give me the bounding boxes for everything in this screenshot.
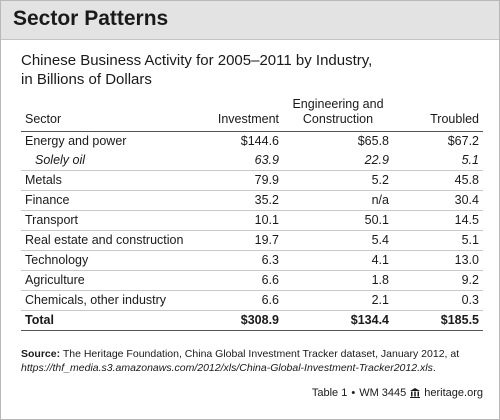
total-investment: $308.9 xyxy=(240,313,279,327)
cell-troubled: 0.3 xyxy=(461,293,479,307)
cell-engineering: 5.2 xyxy=(371,173,389,187)
cell-troubled: 14.5 xyxy=(454,213,479,227)
source-url: https://thf_media.s3.amazonaws.com/2012/… xyxy=(21,362,433,374)
heritage-logo-icon xyxy=(410,388,421,398)
site-link[interactable]: heritage.org xyxy=(424,387,483,399)
total-engineering: $134.4 xyxy=(350,313,389,327)
cell-sector: Energy and power xyxy=(25,134,127,148)
cell-troubled: $67.2 xyxy=(447,134,479,148)
cell-engineering: 1.8 xyxy=(371,273,389,287)
page-title: Sector Patterns xyxy=(13,7,169,30)
column-header-engineering-line-1: Engineering and xyxy=(292,97,384,111)
cell-engineering: 5.4 xyxy=(371,233,389,247)
source-text: The Heritage Foundation, China Global In… xyxy=(60,348,460,360)
table-row: Solely oil 63.9 22.9 5.1 xyxy=(21,151,483,171)
cell-investment: 19.7 xyxy=(254,233,279,247)
table-row: Finance 35.2 n/a 30.4 xyxy=(21,191,483,211)
title-bar: Sector Patterns xyxy=(1,1,499,40)
cell-troubled: 9.2 xyxy=(461,273,479,287)
source-label: Source: xyxy=(21,348,61,360)
cell-troubled: 30.4 xyxy=(454,193,479,207)
header-row: Sector Investment Engineering and Constr… xyxy=(21,97,483,132)
table-row: Transport 10.1 50.1 14.5 xyxy=(21,211,483,231)
cell-engineering: 4.1 xyxy=(371,253,389,267)
table-row: Chemicals, other industry 6.6 2.1 0.3 xyxy=(21,291,483,311)
cell-sector: Technology xyxy=(25,253,89,267)
table-row: Metals 79.9 5.2 45.8 xyxy=(21,171,483,191)
table-row: Energy and power $144.6 $65.8 $67.2 xyxy=(21,132,483,152)
cell-sector: Transport xyxy=(25,213,79,227)
column-header-sector: Sector xyxy=(25,112,62,126)
cell-troubled: 45.8 xyxy=(454,173,479,187)
cell-troubled: 5.1 xyxy=(461,233,479,247)
subtitle-line-2: in Billions of Dollars xyxy=(21,71,152,88)
table-reference: Table 1 xyxy=(311,387,348,399)
source-end: . xyxy=(432,362,436,374)
cell-engineering: 50.1 xyxy=(364,213,389,227)
cell-investment: 6.6 xyxy=(261,293,279,307)
cell-investment: $144.6 xyxy=(240,134,279,148)
cell-investment: 10.1 xyxy=(254,213,279,227)
footer-separator: • xyxy=(351,387,356,399)
total-label: Total xyxy=(25,313,54,327)
total-row: Total $308.9 $134.4 $185.5 xyxy=(21,310,483,331)
source-note: Source: The Heritage Foundation, China G… xyxy=(21,347,483,375)
cell-investment: 79.9 xyxy=(254,173,279,187)
cell-engineering: $65.8 xyxy=(357,134,389,148)
cell-investment: 63.9 xyxy=(254,153,279,167)
cell-engineering: 22.9 xyxy=(364,153,389,167)
table-row: Agriculture 6.6 1.8 9.2 xyxy=(21,271,483,291)
cell-sector: Metals xyxy=(25,173,62,187)
cell-troubled: 5.1 xyxy=(461,153,479,167)
column-header-troubled: Troubled xyxy=(430,112,479,126)
cell-sector: Solely oil xyxy=(35,153,86,167)
cell-engineering: 2.1 xyxy=(371,293,389,307)
cell-sector: Agriculture xyxy=(25,273,85,287)
column-header-investment: Investment xyxy=(217,112,279,126)
column-header-engineering-line-2: Construction xyxy=(302,112,374,126)
cell-sector: Finance xyxy=(25,193,70,207)
cell-sector: Chemicals, other industry xyxy=(25,293,167,307)
table-row: Real estate and construction 19.7 5.4 5.… xyxy=(21,231,483,251)
total-troubled: $185.5 xyxy=(440,313,479,327)
cell-sector: Real estate and construction xyxy=(25,233,184,247)
table-row: Technology 6.3 4.1 13.0 xyxy=(21,251,483,271)
cell-investment: 35.2 xyxy=(254,193,279,207)
cell-investment: 6.6 xyxy=(261,273,279,287)
sector-table: Sector Investment Engineering and Constr… xyxy=(21,97,483,331)
web-memo-number: WM 3445 xyxy=(359,387,407,399)
cell-investment: 6.3 xyxy=(261,253,279,267)
subtitle-line-1: Chinese Business Activity for 2005–2011 … xyxy=(21,52,373,69)
table-subtitle: Chinese Business Activity for 2005–2011 … xyxy=(21,51,372,89)
cell-troubled: 13.0 xyxy=(454,253,479,267)
column-header-engineering: Engineering and Construction xyxy=(283,97,393,132)
footer: Table 1 • WM 3445 heritage.org xyxy=(312,387,483,399)
cell-engineering: n/a xyxy=(371,193,389,207)
